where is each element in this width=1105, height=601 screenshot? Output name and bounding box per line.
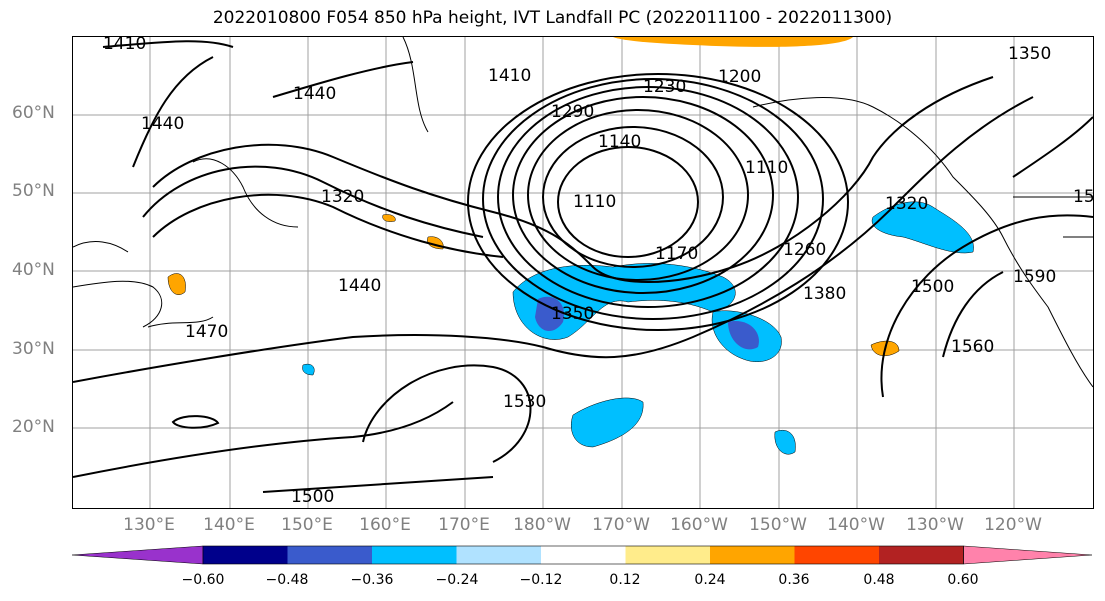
colorbar-segment — [625, 546, 710, 564]
colorbar-segment — [710, 546, 795, 564]
lon-label: 120°W — [984, 515, 1042, 535]
contour-label: 1500 — [911, 277, 954, 297]
lon-label: 170°W — [592, 515, 650, 535]
lon-label: 160°W — [670, 515, 728, 535]
contour-label: 1530 — [503, 392, 546, 412]
lat-label: 60°N — [12, 103, 55, 123]
contour-label: 1560 — [951, 337, 994, 357]
colorbar-extend-right — [963, 545, 1093, 565]
colorbar — [71, 545, 1093, 565]
contour-label: 1500 — [291, 487, 334, 507]
contour-label: 1590 — [1013, 267, 1056, 287]
colorbar-tick-label: 0.60 — [947, 572, 979, 588]
contour-label: 15 — [1073, 187, 1093, 207]
lon-label: 150°E — [281, 515, 333, 535]
ivt-shading — [167, 37, 974, 455]
contour-label: 1320 — [885, 194, 928, 214]
map-title: 2022010800 F054 850 hPa height, IVT Land… — [212, 8, 893, 28]
colorbar-tick-label: −0.60 — [181, 572, 225, 588]
colorbar-tick-label: −0.12 — [519, 572, 563, 588]
colorbar-tick-label: 0.24 — [694, 572, 726, 588]
contour-label: 1140 — [598, 132, 641, 152]
contour-label: 1290 — [551, 102, 594, 122]
colorbar-segment — [203, 546, 288, 564]
contour-label: 1380 — [803, 284, 846, 304]
lon-label: 140°W — [827, 515, 885, 535]
colorbar-tick-label: −0.48 — [265, 572, 309, 588]
contour-label: 1350 — [1008, 44, 1051, 64]
lon-label: 180°W — [513, 515, 571, 535]
contour-labels: 1410 1440 1440 1410 1290 1230 1200 1350 … — [103, 37, 1093, 507]
lon-label: 150°W — [749, 515, 807, 535]
lon-label: 170°E — [438, 515, 490, 535]
map-panel: 1410 1440 1440 1410 1290 1230 1200 1350 … — [72, 36, 1094, 509]
contour-label: 1230 — [643, 77, 686, 97]
contour-label: 1440 — [141, 114, 184, 134]
lon-label: 140°E — [203, 515, 255, 535]
colorbar-outline — [202, 545, 964, 565]
colorbar-segment — [456, 546, 541, 564]
colorbar-tick-label: 0.36 — [778, 572, 810, 588]
height-contours — [73, 40, 1093, 493]
coastlines — [73, 37, 1093, 388]
map-svg: 1410 1440 1440 1410 1290 1230 1200 1350 … — [73, 37, 1093, 508]
colorbar-extend-left — [71, 545, 204, 565]
lat-label: 20°N — [12, 417, 55, 437]
contour-label: 1110 — [573, 192, 616, 212]
lat-label: 40°N — [12, 260, 55, 280]
colorbar-tick-label: 0.48 — [863, 572, 895, 588]
contour-label: 1440 — [293, 84, 336, 104]
contour-label: 1410 — [488, 66, 531, 86]
colorbar-segment — [879, 546, 964, 564]
colorbar-tick-label: 0.12 — [609, 572, 641, 588]
contour-label: 1470 — [185, 322, 228, 342]
lat-label: 50°N — [12, 181, 55, 201]
contour-label: 1110 — [745, 158, 788, 178]
contour-label: 1350 — [551, 304, 594, 324]
colorbar-segment — [541, 546, 626, 564]
contour-label: 1410 — [103, 37, 146, 54]
contour-label: 1320 — [321, 187, 364, 207]
colorbar-segment — [372, 546, 457, 564]
colorbar-segment — [287, 546, 372, 564]
colorbar-tick-label: −0.36 — [350, 572, 394, 588]
colorbar-tick-label: −0.24 — [435, 572, 479, 588]
lon-label: 130°W — [906, 515, 964, 535]
contour-label: 1200 — [718, 67, 761, 87]
contour-label: 1260 — [783, 240, 826, 260]
colorbar-segment — [794, 546, 879, 564]
lat-label: 30°N — [12, 339, 55, 359]
contour-label: 1170 — [655, 244, 698, 264]
lon-label: 160°E — [359, 515, 411, 535]
contour-label: 1440 — [338, 276, 381, 296]
lon-label: 130°E — [123, 515, 175, 535]
